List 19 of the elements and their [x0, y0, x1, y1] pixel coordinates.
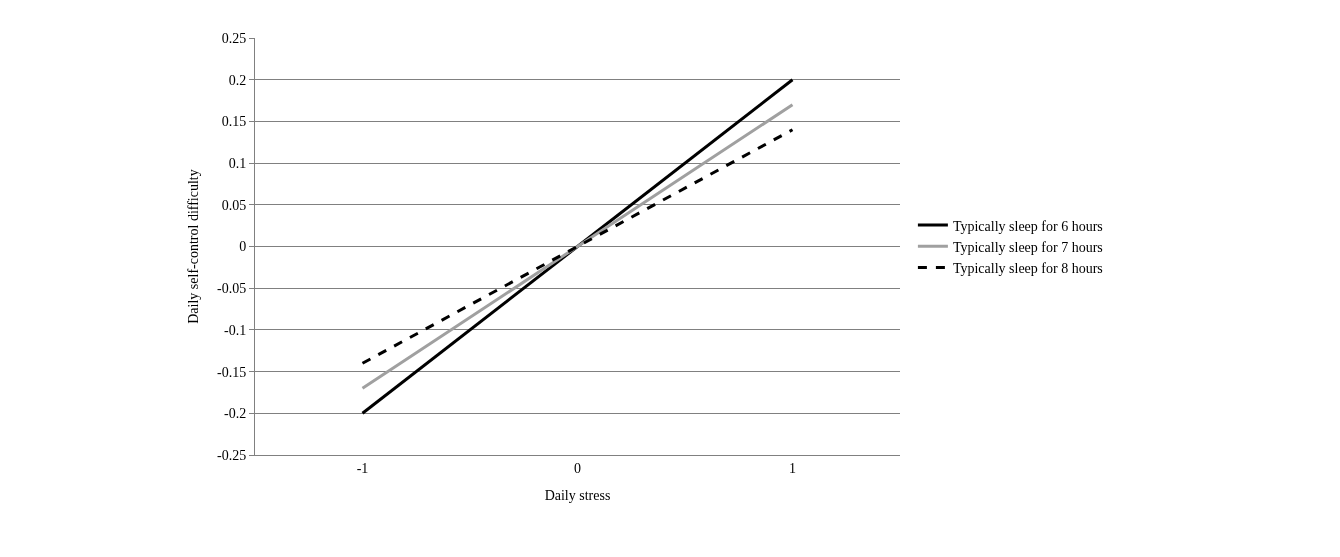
y-tick-label: -0.15	[217, 364, 247, 380]
y-tick-label: -0.25	[217, 447, 247, 463]
y-tick-label: 0.25	[221, 30, 247, 46]
y-tick-label: -0.2	[224, 406, 247, 422]
x-tick-label: 0	[574, 460, 581, 476]
y-axis-title: Daily self-control difficulty	[185, 169, 201, 324]
y-tick-label: 0.1	[228, 156, 247, 171]
y-tick-label: -0.1	[224, 322, 247, 338]
y-tick-label: 0.05	[221, 197, 247, 213]
x-tick-label: -1	[356, 460, 369, 476]
legend-label: Typically sleep for 8 hours	[952, 260, 1103, 276]
y-tick-label: -0.05	[217, 281, 247, 297]
x-tick-label: 1	[789, 460, 796, 476]
y-tick-label: 0.15	[221, 114, 247, 130]
x-axis-title: Daily stress	[544, 488, 611, 504]
y-tick-label: 0.2	[228, 72, 247, 88]
y-tick-label: 0	[239, 239, 247, 255]
legend-label: Typically sleep for 7 hours	[952, 239, 1103, 255]
legend-label: Typically sleep for 6 hours	[952, 218, 1103, 234]
